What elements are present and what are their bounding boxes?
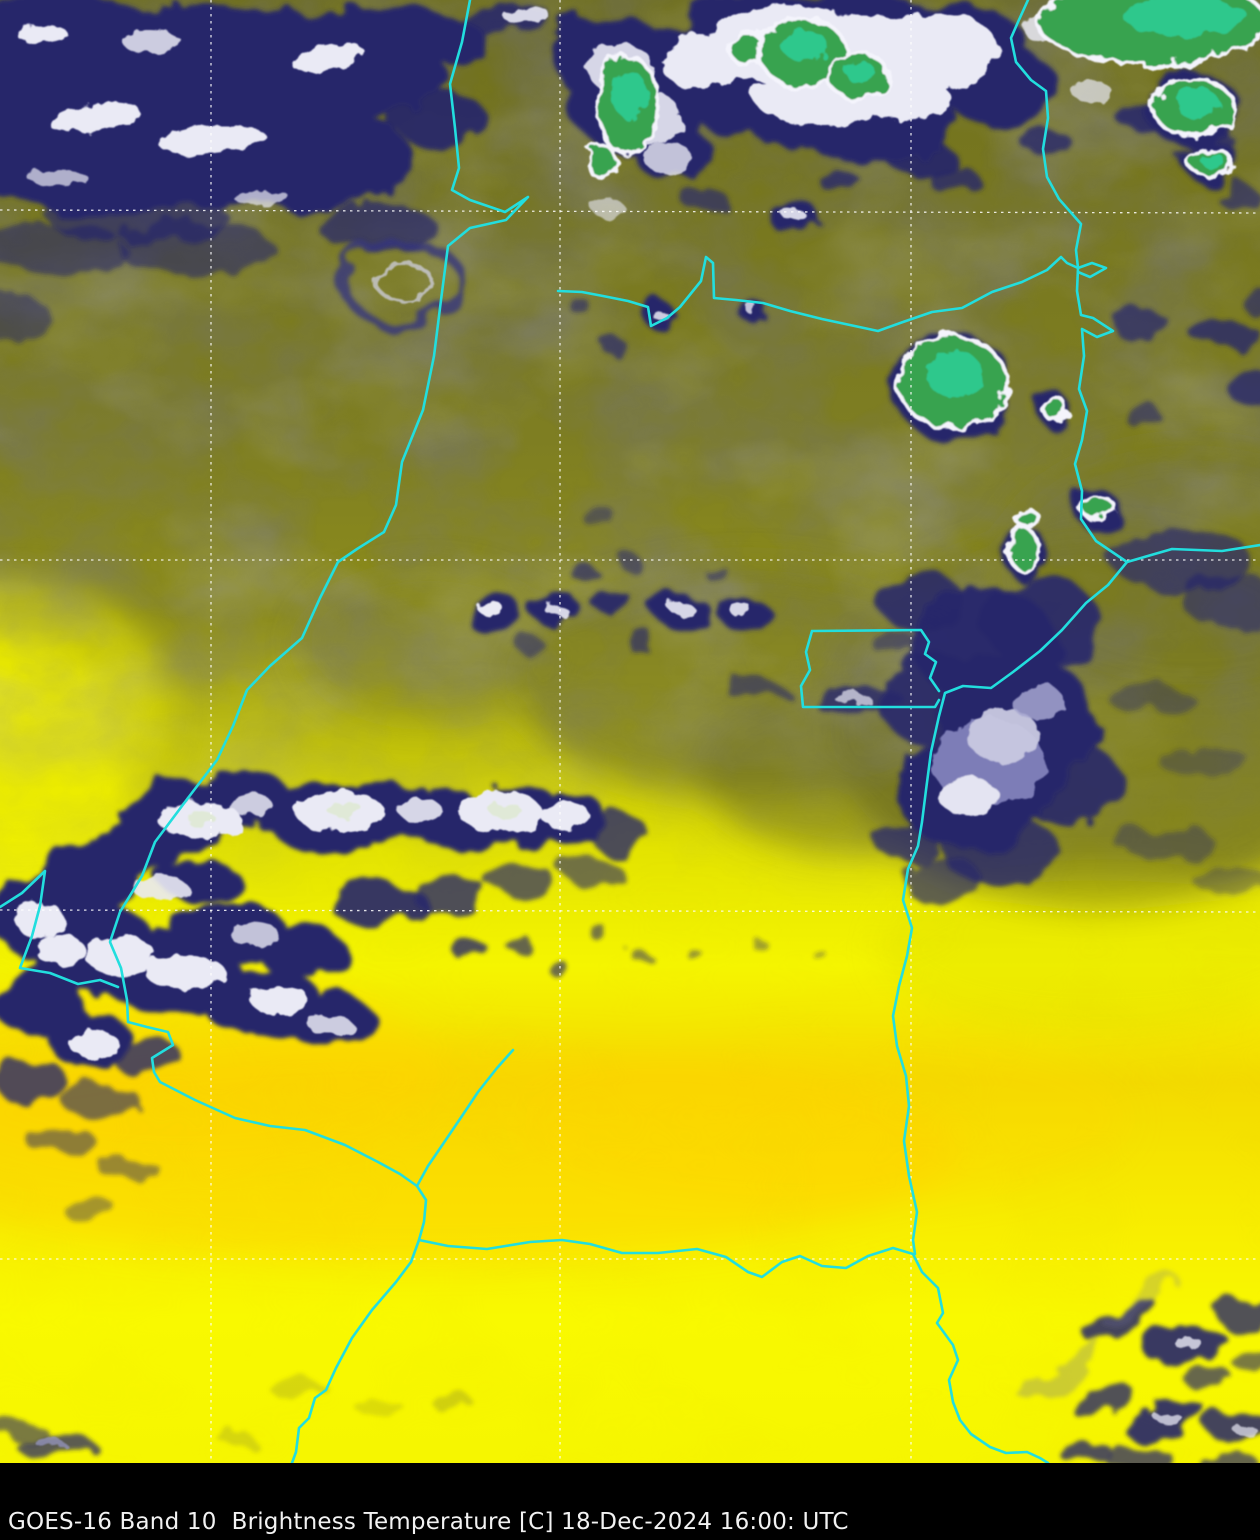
- caption-text: GOES-16 Band 10 Brightness Temperature […: [8, 1509, 849, 1535]
- graticule: [0, 0, 1260, 1463]
- department-boundary: [799, 628, 941, 709]
- river-parana-east: [417, 1238, 1050, 1463]
- river-tributary: [415, 1048, 515, 1188]
- border-east-branch: [1125, 543, 1260, 564]
- satellite-map: [0, 0, 1260, 1463]
- cloud-arc-feature: [340, 240, 470, 330]
- cloud-green-layer: [585, 0, 1260, 573]
- river-paraguay: [108, 0, 530, 1188]
- caption-bar: GOES-16 Band 10 Brightness Temperature […: [0, 1463, 1260, 1540]
- map-boundaries: [0, 0, 1260, 1463]
- parallel-line: [0, 209, 1260, 214]
- border-north: [556, 255, 1108, 333]
- parallel-line: [0, 909, 1260, 913]
- river-parana-south: [290, 1184, 428, 1463]
- river-pilcomayo: [0, 869, 120, 989]
